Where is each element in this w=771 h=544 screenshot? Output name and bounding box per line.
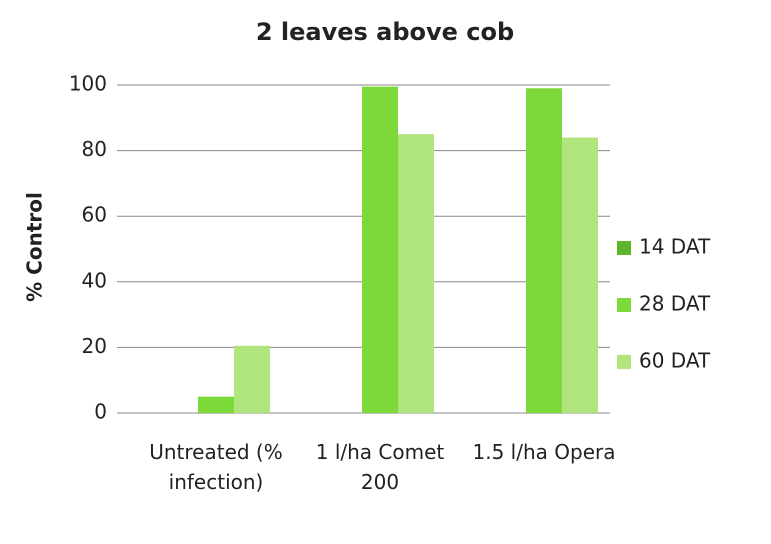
y-tick-label: 100 <box>69 72 107 96</box>
legend-swatch <box>617 355 631 369</box>
y-axis-label: % Control <box>23 192 47 302</box>
bar <box>398 134 434 413</box>
bar <box>234 345 270 413</box>
legend-label: 14 DAT <box>639 235 711 259</box>
y-tick-label: 0 <box>94 400 107 424</box>
x-tick-label: 1 l/ha Comet 200 <box>315 440 445 494</box>
bar <box>526 88 562 413</box>
y-tick-label: 60 <box>82 203 107 227</box>
legend-label: 28 DAT <box>639 292 711 316</box>
legend-label: 60 DAT <box>639 349 711 373</box>
y-tick-label: 80 <box>82 137 107 161</box>
bar <box>562 137 598 414</box>
x-tick-label: 1.5 l/ha Opera <box>472 440 616 464</box>
x-tick-label: Untreated (% infection) <box>149 440 283 494</box>
bar <box>362 86 398 413</box>
legend-swatch <box>617 241 631 255</box>
legend-swatch <box>617 298 631 312</box>
bar <box>198 396 234 413</box>
y-tick-label: 40 <box>82 268 107 292</box>
chart-title: 2 leaves above cob <box>256 18 514 46</box>
y-tick-label: 20 <box>82 334 107 358</box>
